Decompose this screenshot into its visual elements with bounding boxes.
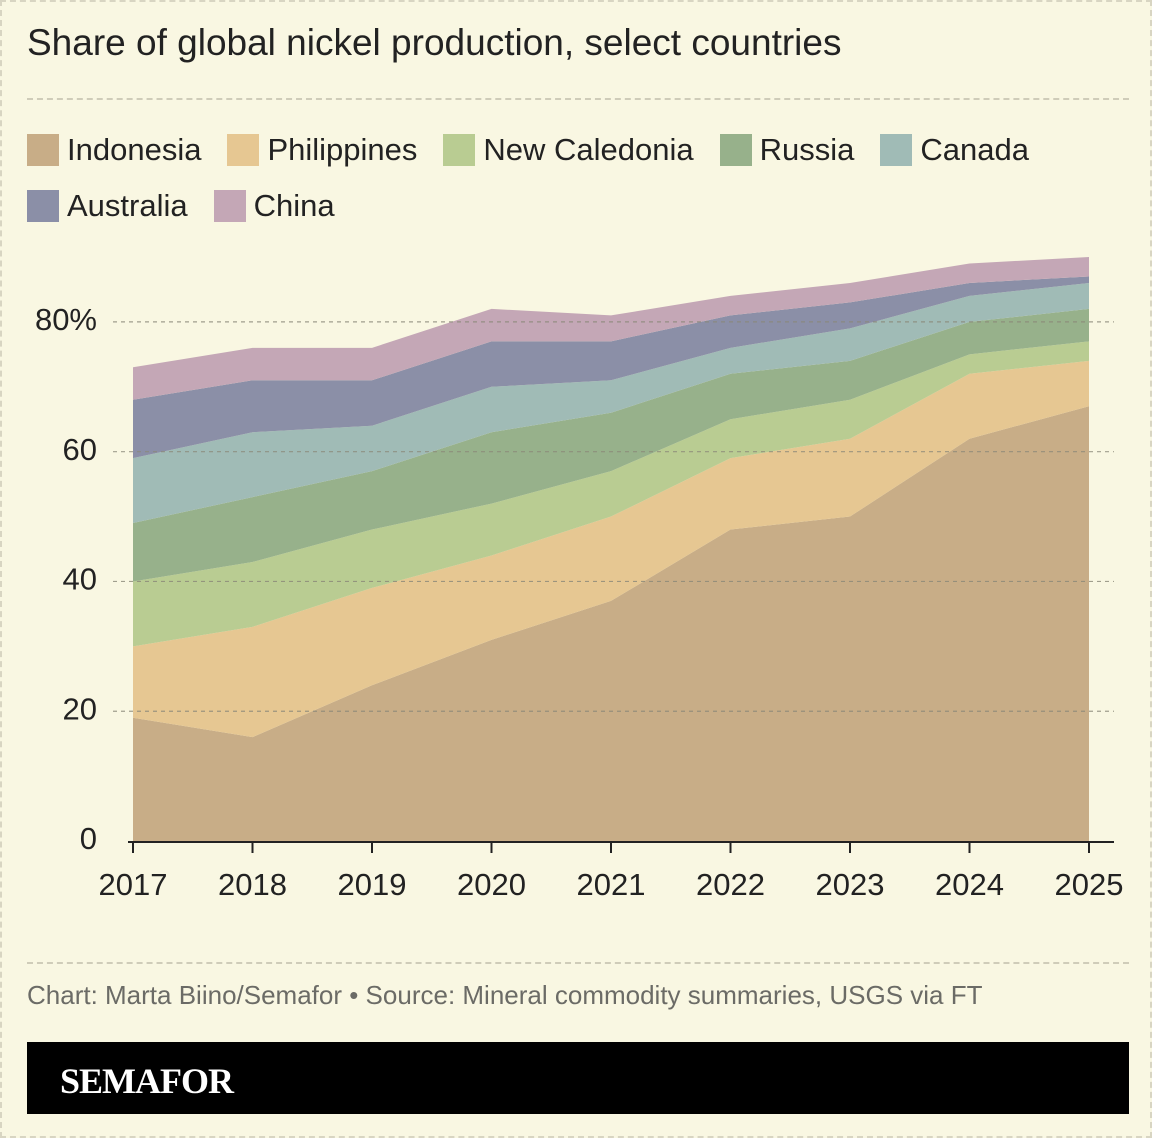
x-tick-label: 2020 xyxy=(457,867,526,902)
x-tick-label: 2023 xyxy=(816,867,885,902)
legend-swatch xyxy=(27,190,59,222)
legend-item: Indonesia xyxy=(27,132,201,168)
legend-item: Australia xyxy=(27,188,188,224)
x-tick-label: 2021 xyxy=(577,867,646,902)
legend-item: Russia xyxy=(719,132,855,168)
area xyxy=(133,406,1089,841)
legend-item: Canada xyxy=(880,132,1029,168)
chart-title: Share of global nickel production, selec… xyxy=(27,22,842,63)
chart: 0 20 40 60 80% 2017 2018 2019 2020 2021 2022 2023 20… xyxy=(35,257,1124,902)
area xyxy=(133,360,1089,738)
separator xyxy=(27,962,1129,964)
source-note: Chart: Marta Biino/Semafor • Source: Min… xyxy=(27,980,983,1010)
areas xyxy=(133,257,1089,841)
legend-label: Canada xyxy=(920,132,1029,167)
legend-label: Indonesia xyxy=(67,132,202,167)
x-tick-label: 2022 xyxy=(696,867,765,902)
x-tick-label: 2018 xyxy=(218,867,287,902)
brand-bar: SEMAFOR xyxy=(27,1042,1129,1114)
x-tick-label: 2024 xyxy=(935,867,1004,902)
y-tick-label: 40 xyxy=(63,562,97,597)
legend-swatch xyxy=(227,134,260,166)
legend-swatch xyxy=(27,134,59,166)
y-tick-label: 80% xyxy=(35,302,97,337)
area xyxy=(133,257,1089,400)
legend-label: Philippines xyxy=(267,132,418,167)
separator xyxy=(27,98,1129,100)
x-tick-label: 2019 xyxy=(338,867,407,902)
area xyxy=(133,282,1089,524)
y-tick-label: 0 xyxy=(80,821,97,856)
legend-label: China xyxy=(253,188,335,223)
brand-logo: SEMAFOR xyxy=(60,1061,234,1101)
legend-label: Australia xyxy=(67,188,188,223)
area xyxy=(133,308,1089,582)
legend-label: New Caledonia xyxy=(483,132,694,167)
y-tick-label: 20 xyxy=(63,691,97,726)
legend-swatch xyxy=(719,134,752,166)
area xyxy=(133,341,1089,647)
legend-item: New Caledonia xyxy=(443,132,694,168)
legend-label: Russia xyxy=(759,132,855,167)
legend-item: Philippines xyxy=(227,132,417,168)
x-tick-label: 2025 xyxy=(1055,867,1124,902)
legend-swatch xyxy=(213,190,246,222)
legend: Indonesia Philippines New Caledonia Russia C… xyxy=(27,132,1127,224)
legend-swatch xyxy=(880,134,913,166)
legend-item: China xyxy=(213,188,335,224)
y-tick-label: 60 xyxy=(63,432,97,467)
legend-swatch xyxy=(443,134,476,166)
x-tick-label: 2017 xyxy=(99,867,168,902)
